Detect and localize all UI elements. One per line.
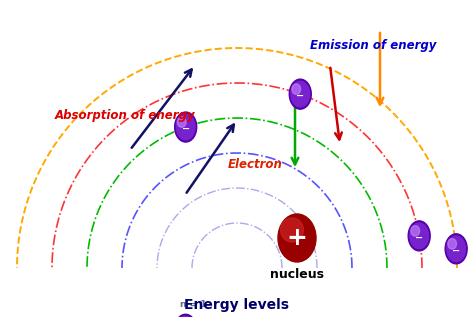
Text: −: − [452, 246, 460, 256]
Text: −: − [182, 124, 190, 134]
Ellipse shape [410, 223, 428, 249]
Ellipse shape [175, 112, 197, 142]
Text: Absorption of energy: Absorption of energy [55, 108, 195, 121]
Ellipse shape [447, 236, 465, 262]
Text: Energy levels: Energy levels [184, 298, 290, 312]
Ellipse shape [448, 239, 456, 249]
Ellipse shape [445, 234, 467, 264]
Text: +: + [287, 226, 308, 250]
Ellipse shape [289, 79, 311, 109]
Ellipse shape [292, 84, 301, 94]
Text: Emission of energy: Emission of energy [310, 38, 437, 51]
Ellipse shape [291, 81, 310, 107]
Ellipse shape [411, 226, 419, 236]
Text: n = 1: n = 1 [180, 300, 207, 309]
Ellipse shape [176, 114, 195, 140]
Ellipse shape [408, 221, 430, 251]
Ellipse shape [174, 314, 197, 317]
Ellipse shape [278, 214, 316, 262]
Text: Electron: Electron [228, 158, 283, 171]
Text: nucleus: nucleus [270, 268, 324, 281]
Text: −: − [296, 91, 304, 101]
Ellipse shape [177, 117, 186, 127]
Ellipse shape [281, 218, 303, 242]
Text: −: − [415, 233, 423, 243]
